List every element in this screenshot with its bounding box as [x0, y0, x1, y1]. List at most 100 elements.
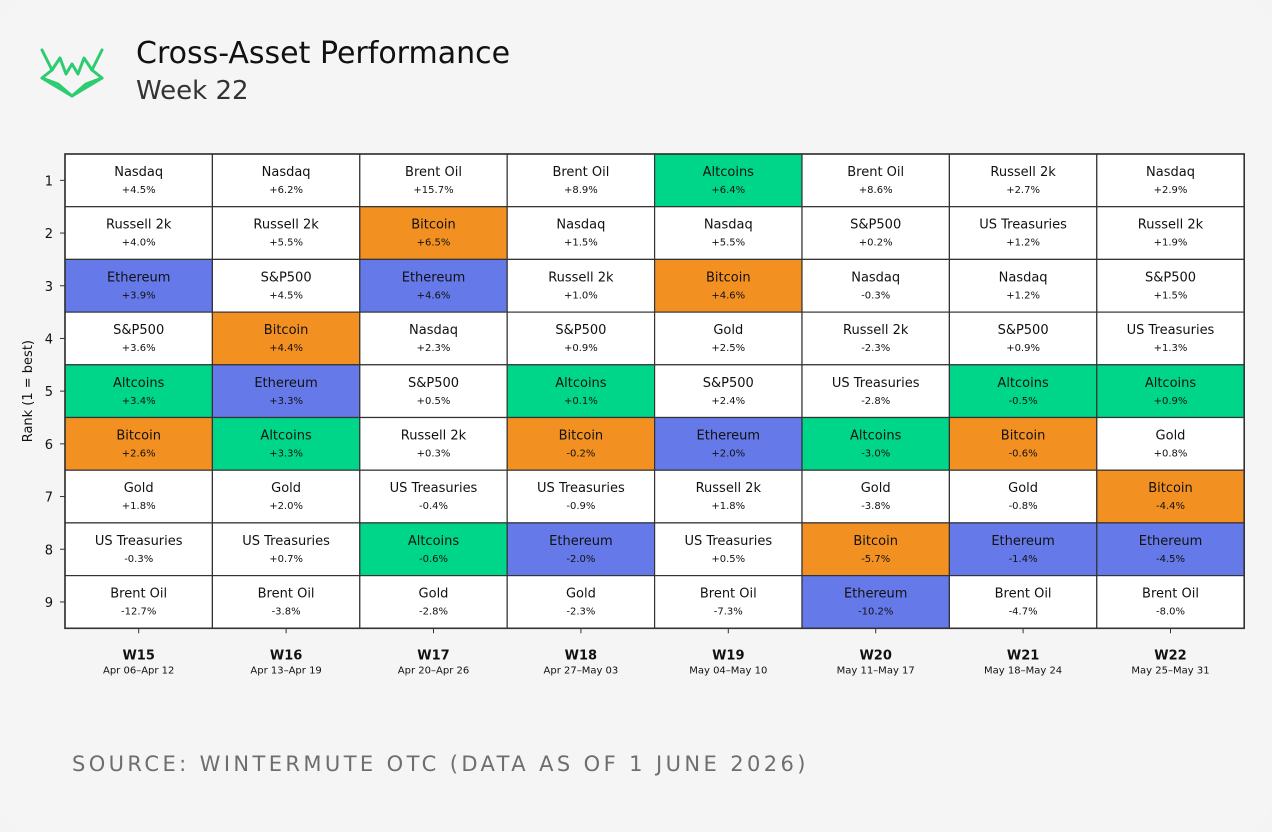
y-tick-label: 4: [45, 332, 53, 347]
y-tick-label: 7: [45, 491, 53, 506]
table-cell: [1096, 311, 1245, 366]
cell-asset-label: Bitcoin: [853, 534, 898, 549]
cell-asset-label: S&P500: [703, 376, 754, 391]
cell-value-label: +2.6%: [122, 449, 156, 460]
cell-value-label: +6.2%: [269, 185, 303, 196]
cell-value-label: -2.0%: [566, 554, 595, 565]
x-tick-week-label: W18: [565, 648, 597, 663]
table-cell: [506, 364, 656, 419]
cell-value-label: +15.7%: [413, 185, 453, 196]
table-cell: [211, 364, 361, 419]
cell-value-label: -2.3%: [566, 607, 595, 618]
table-cell: [1096, 206, 1245, 260]
table-cell: [506, 206, 656, 260]
cell-asset-label: Ethereum: [402, 270, 466, 285]
table-cell: [506, 258, 656, 313]
cell-asset-label: Gold: [1156, 429, 1186, 444]
cell-value-label: -0.3%: [124, 554, 153, 565]
cell-asset-label: Ethereum: [254, 376, 318, 391]
cell-asset-label: Altcoins: [408, 534, 460, 549]
table-cell: [506, 469, 656, 524]
cell-asset-label: Russell 2k: [548, 270, 614, 285]
cell-value-label: +0.7%: [269, 554, 303, 565]
table-cell: [801, 416, 950, 471]
cell-asset-label: Nasdaq: [556, 218, 605, 233]
cell-asset-label: Russell 2k: [1138, 218, 1204, 233]
cell-value-label: +0.8%: [1154, 449, 1188, 460]
cell-value-label: +1.0%: [564, 290, 598, 301]
table-cell: [211, 153, 361, 208]
cell-value-label: +5.5%: [269, 238, 303, 249]
cell-asset-label: US Treasuries: [979, 218, 1067, 233]
table-cell: [359, 364, 508, 419]
cell-asset-label: Bitcoin: [1001, 429, 1046, 444]
table-cell: [211, 416, 361, 471]
table-cell: [801, 574, 950, 629]
table-cell: [801, 153, 950, 208]
cell-asset-label: Brent Oil: [1142, 587, 1199, 602]
cell-asset-label: Ethereum: [844, 587, 908, 602]
table-cell: [506, 153, 656, 208]
cell-value-label: +0.9%: [1006, 343, 1040, 354]
cell-asset-label: S&P500: [113, 323, 164, 338]
table-cell: [64, 311, 213, 366]
cell-value-label: -0.3%: [861, 290, 890, 301]
cell-asset-label: Nasdaq: [999, 270, 1048, 285]
x-tick-date-label: May 25–May 31: [1131, 665, 1209, 676]
x-tick-week-label: W21: [1007, 648, 1039, 663]
y-tick-label: 9: [45, 596, 53, 611]
cell-value-label: +0.3%: [417, 449, 451, 460]
cell-asset-label: Bitcoin: [411, 218, 456, 233]
cell-value-label: +8.6%: [859, 185, 893, 196]
table-cell: [653, 522, 803, 577]
y-tick-label: 3: [45, 280, 53, 295]
table-cell: [801, 311, 950, 366]
table-cell: [948, 206, 1098, 260]
table-cell: [653, 469, 803, 524]
table-cell: [359, 416, 508, 471]
cell-asset-label: Brent Oil: [405, 165, 462, 180]
cell-value-label: +2.5%: [711, 343, 745, 354]
cell-asset-label: S&P500: [261, 270, 312, 285]
cell-asset-label: Bitcoin: [559, 429, 604, 444]
cell-value-label: -0.6%: [419, 554, 448, 565]
cell-value-label: -2.8%: [419, 607, 448, 618]
cell-value-label: +3.3%: [269, 449, 303, 460]
page-subtitle: Week 22: [136, 76, 249, 106]
cell-asset-label: Gold: [1008, 481, 1038, 496]
table-cell: [506, 416, 656, 471]
cell-value-label: +4.5%: [122, 185, 156, 196]
table-cell: [653, 311, 803, 366]
page-title: Cross-Asset Performance: [136, 36, 511, 71]
cell-value-label: -3.0%: [861, 449, 890, 460]
y-tick-label: 5: [45, 385, 53, 400]
table-cell: [211, 574, 361, 629]
cell-asset-label: Brent Oil: [110, 587, 167, 602]
table-cell: [64, 469, 213, 524]
table-cell: [801, 206, 950, 260]
table-cell: [506, 574, 656, 629]
cell-asset-label: Altcoins: [555, 376, 607, 391]
cell-value-label: +2.0%: [269, 501, 303, 512]
table-cell: [948, 469, 1098, 524]
table-cell: [948, 153, 1098, 208]
table-cell: [653, 574, 803, 629]
cell-value-label: +1.8%: [122, 501, 156, 512]
y-tick-label: 6: [45, 438, 53, 453]
x-tick-date-label: Apr 20–Apr 26: [398, 665, 469, 676]
cell-asset-label: US Treasuries: [537, 481, 625, 496]
table-cell: [653, 364, 803, 419]
cell-asset-label: Altcoins: [260, 429, 312, 444]
cell-value-label: +2.7%: [1006, 185, 1040, 196]
table-cell: [1096, 574, 1245, 629]
table-cell: [653, 153, 803, 208]
x-tick-week-label: W15: [122, 648, 154, 663]
cell-value-label: +0.9%: [564, 343, 598, 354]
cell-value-label: -10.2%: [858, 607, 893, 618]
table-cell: [801, 364, 950, 419]
table-cell: [948, 364, 1098, 419]
table-cell: [211, 311, 361, 366]
table-cell: [359, 153, 508, 208]
cell-value-label: +1.3%: [1154, 343, 1188, 354]
cell-value-label: +3.3%: [269, 396, 303, 407]
